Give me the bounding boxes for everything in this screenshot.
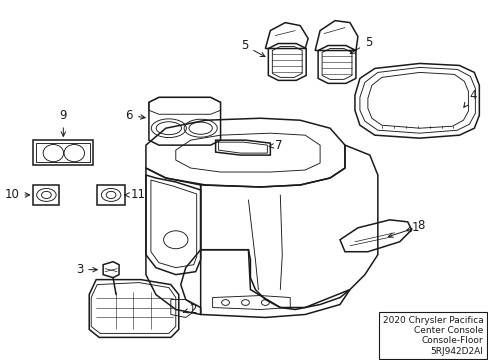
Text: 5: 5: [241, 39, 264, 57]
Text: 11: 11: [124, 188, 146, 202]
Text: 5: 5: [349, 36, 371, 54]
Text: 8: 8: [406, 219, 424, 232]
Text: 3: 3: [76, 263, 97, 276]
Text: 2020 Chrysler Pacifica
Center Console
Console-Floor
5RJ942D2AI: 2020 Chrysler Pacifica Center Console Co…: [382, 315, 483, 356]
Text: 4: 4: [463, 89, 476, 107]
Text: 7: 7: [268, 139, 282, 152]
Text: 6: 6: [125, 109, 145, 122]
Text: 9: 9: [60, 109, 67, 136]
Text: 10: 10: [5, 188, 30, 202]
Text: 1: 1: [387, 221, 418, 237]
Text: 2: 2: [183, 303, 196, 316]
